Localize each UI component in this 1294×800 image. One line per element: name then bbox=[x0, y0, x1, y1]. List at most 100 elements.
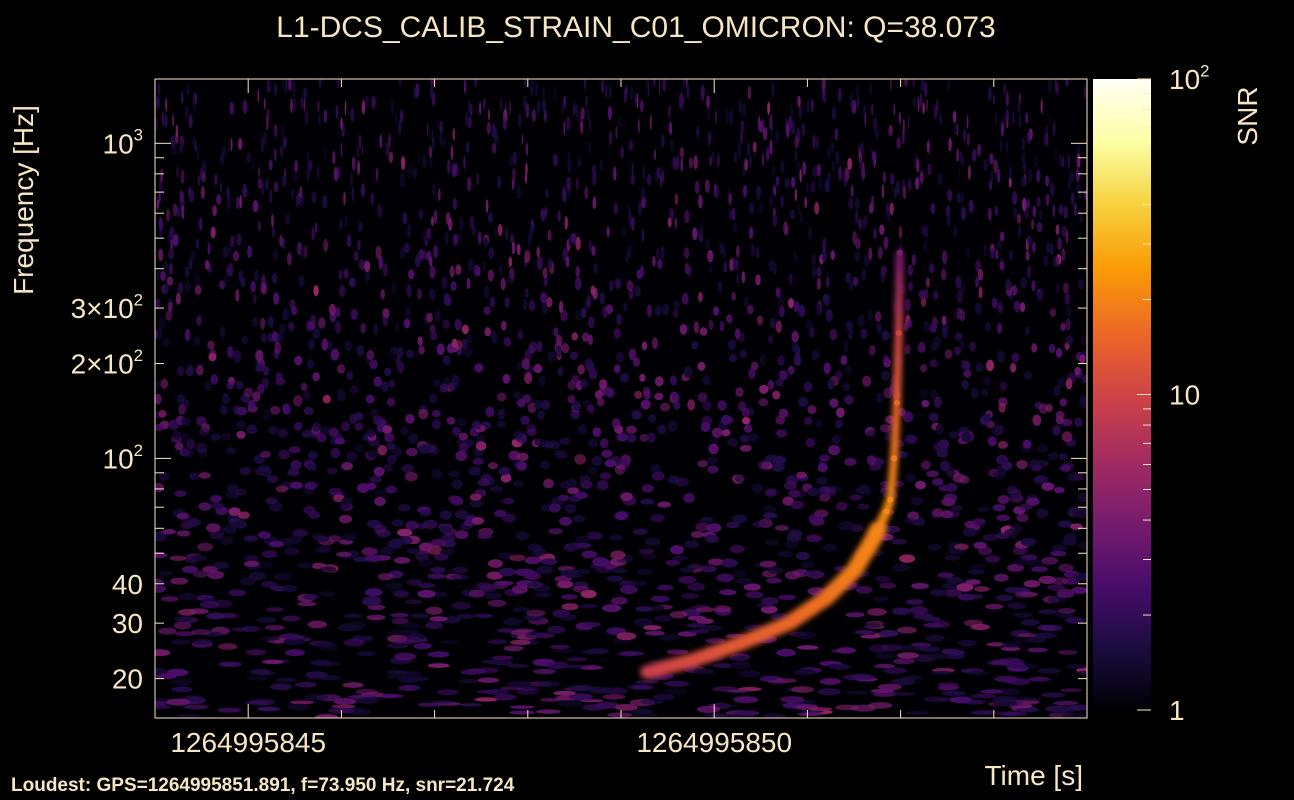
noise-pixel bbox=[1040, 98, 1043, 114]
noise-pixel bbox=[862, 375, 872, 387]
noise-pixel bbox=[986, 642, 1007, 647]
noise-pixel bbox=[183, 704, 210, 710]
noise-pixel bbox=[1058, 563, 1074, 572]
noise-pixel bbox=[337, 364, 346, 374]
noise-pixel bbox=[1063, 206, 1068, 219]
noise-pixel bbox=[1051, 183, 1056, 198]
noise-pixel bbox=[343, 638, 366, 647]
noise-pixel bbox=[816, 277, 821, 290]
noise-pixel bbox=[252, 158, 255, 171]
noise-pixel bbox=[743, 296, 749, 308]
noise-pixel bbox=[382, 425, 393, 434]
noise-pixel bbox=[599, 472, 612, 480]
noise-pixel bbox=[642, 165, 645, 180]
noise-pixel bbox=[496, 420, 506, 428]
noise-pixel bbox=[855, 210, 858, 225]
noise-pixel bbox=[697, 460, 709, 468]
noise-pixel bbox=[726, 521, 740, 529]
noise-pixel bbox=[356, 345, 365, 357]
noise-pixel bbox=[466, 277, 471, 290]
noise-pixel bbox=[929, 323, 937, 333]
noise-pixel bbox=[1021, 151, 1026, 164]
noise-pixel bbox=[1073, 473, 1084, 481]
noise-pixel bbox=[752, 520, 766, 529]
noise-pixel bbox=[641, 484, 654, 493]
noise-pixel bbox=[836, 407, 845, 418]
noise-pixel bbox=[221, 433, 232, 440]
noise-pixel bbox=[1020, 277, 1027, 289]
noise-pixel bbox=[834, 128, 839, 141]
noise-pixel bbox=[488, 462, 499, 470]
noise-pixel bbox=[492, 142, 497, 154]
noise-pixel bbox=[879, 480, 891, 488]
noise-pixel bbox=[893, 658, 916, 665]
noise-pixel bbox=[995, 594, 1014, 601]
noise-pixel bbox=[463, 347, 472, 358]
noise-pixel bbox=[669, 207, 674, 221]
noise-pixel bbox=[342, 682, 364, 688]
noise-pixel bbox=[681, 293, 689, 305]
noise-pixel bbox=[757, 460, 770, 470]
noise-pixel bbox=[731, 207, 736, 221]
noise-pixel bbox=[235, 289, 240, 302]
noise-pixel bbox=[941, 690, 967, 696]
noise-pixel bbox=[709, 155, 712, 167]
noise-pixel bbox=[311, 227, 315, 241]
noise-pixel bbox=[292, 81, 296, 97]
noise-pixel bbox=[875, 652, 896, 660]
noise-pixel bbox=[960, 192, 965, 204]
noise-pixel bbox=[312, 372, 321, 382]
noise-pixel bbox=[1036, 444, 1048, 453]
noise-pixel bbox=[162, 528, 176, 535]
noise-pixel bbox=[312, 327, 321, 340]
noise-pixel bbox=[170, 577, 189, 585]
noise-pixel bbox=[523, 79, 527, 87]
noise-pixel bbox=[431, 409, 441, 418]
noise-pixel bbox=[994, 249, 999, 260]
noise-pixel bbox=[588, 438, 598, 448]
noise-pixel bbox=[212, 205, 218, 217]
noise-pixel bbox=[799, 169, 802, 183]
noise-pixel bbox=[687, 582, 706, 591]
noise-pixel bbox=[772, 390, 781, 400]
noise-pixel bbox=[890, 173, 895, 185]
noise-pixel bbox=[417, 336, 423, 346]
noise-pixel bbox=[1007, 602, 1027, 610]
noise-pixel bbox=[714, 605, 732, 613]
noise-pixel bbox=[1007, 563, 1024, 572]
noise-pixel bbox=[388, 379, 396, 388]
noise-pixel bbox=[266, 475, 279, 483]
noise-pixel bbox=[508, 274, 514, 284]
noise-pixel bbox=[158, 248, 164, 262]
noise-pixel bbox=[358, 134, 362, 150]
noise-pixel bbox=[483, 237, 488, 248]
noise-pixel bbox=[343, 613, 362, 619]
noise-pixel bbox=[755, 274, 761, 286]
noise-pixel bbox=[628, 348, 637, 361]
noise-pixel bbox=[908, 281, 913, 291]
noise-pixel bbox=[221, 395, 231, 405]
noise-pixel bbox=[794, 148, 797, 162]
noise-pixel bbox=[155, 117, 158, 132]
noise-pixel bbox=[595, 567, 613, 574]
noise-pixel bbox=[410, 613, 429, 619]
noise-pixel bbox=[231, 627, 251, 632]
noise-pixel bbox=[750, 243, 755, 257]
noise-pixel bbox=[566, 176, 571, 191]
noise-pixel bbox=[188, 472, 199, 480]
noise-pixel bbox=[512, 151, 517, 166]
noise-pixel bbox=[659, 173, 663, 188]
noise-pixel bbox=[262, 659, 284, 665]
noise-pixel bbox=[785, 540, 799, 549]
noise-pixel bbox=[155, 298, 161, 309]
noise-pixel bbox=[573, 102, 576, 116]
noise-pixel bbox=[944, 649, 966, 656]
noise-pixel bbox=[711, 427, 723, 438]
noise-pixel bbox=[672, 308, 679, 319]
noise-pixel bbox=[156, 270, 162, 281]
noise-pixel bbox=[920, 92, 923, 108]
noise-pixel bbox=[186, 83, 190, 96]
noise-pixel bbox=[451, 426, 462, 436]
noise-pixel bbox=[268, 159, 273, 171]
chirp-point bbox=[895, 330, 902, 336]
